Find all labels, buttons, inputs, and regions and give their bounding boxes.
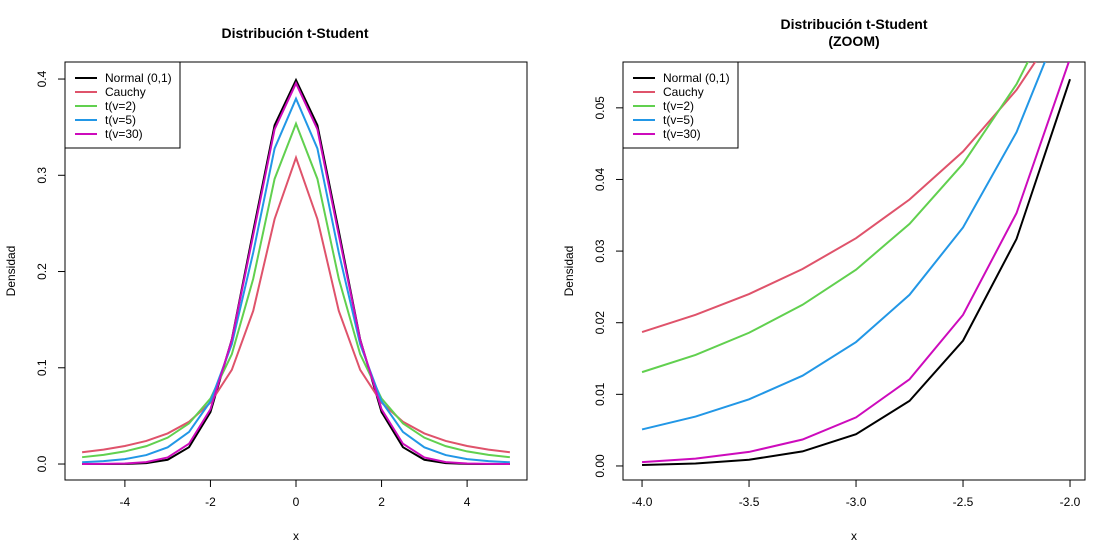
y-tick-label: 0.1 [35, 359, 49, 376]
y-tick-label: 0.02 [593, 311, 607, 335]
y-axis-label: Densidad [4, 246, 18, 297]
legend-label: Cauchy [105, 85, 146, 99]
series-line [82, 77, 510, 466]
y-tick-label: 0.04 [593, 167, 607, 191]
series-line [82, 80, 510, 466]
x-tick-label: 0 [293, 495, 300, 509]
legend-label: Normal (0,1) [105, 71, 172, 85]
y-tick-label: 0.05 [593, 96, 607, 120]
x-tick-label: 2 [378, 495, 385, 509]
series-line [642, 78, 1071, 467]
legend-label: t(v=30) [663, 127, 701, 141]
plot-area [81, 77, 511, 466]
x-tick-label: -2.0 [1060, 495, 1081, 509]
x-tick-label: -4 [120, 495, 131, 509]
y-tick-label: 0.00 [593, 454, 607, 478]
series-line [641, 62, 1070, 464]
legend-label: t(v=5) [105, 113, 136, 127]
series-line [641, 62, 1037, 333]
legend-label: t(v=30) [105, 127, 143, 141]
series-line [641, 62, 1029, 374]
chart-title: Distribución t-Student [221, 25, 369, 41]
x-tick-label: -2 [205, 495, 216, 509]
x-tick-label: -4.0 [632, 495, 653, 509]
y-tick-label: 0.4 [35, 70, 49, 87]
x-axis-label: x [293, 529, 299, 543]
x-axis-label: x [851, 529, 857, 543]
legend-label: t(v=5) [663, 113, 694, 127]
y-tick-label: 0.03 [593, 239, 607, 263]
series-line [82, 96, 510, 464]
legend-label: Normal (0,1) [663, 71, 730, 85]
series-line [81, 154, 511, 454]
x-tick-label: -3.0 [846, 495, 867, 509]
x-tick-label: -2.5 [953, 495, 974, 509]
chart-title: Distribución t-Student (ZOOM) [780, 16, 928, 49]
series-line [641, 62, 1046, 431]
legend-label: t(v=2) [105, 99, 136, 113]
y-tick-label: 0.0 [35, 455, 49, 472]
legend-label: t(v=2) [663, 99, 694, 113]
legend-label: Cauchy [663, 85, 704, 99]
series-line [82, 120, 510, 459]
x-tick-label: -3.5 [739, 495, 760, 509]
y-axis-label: Densidad [562, 246, 576, 297]
y-tick-label: 0.2 [35, 263, 49, 280]
x-tick-label: 4 [464, 495, 471, 509]
y-tick-label: 0.3 [35, 167, 49, 184]
y-tick-label: 0.01 [593, 382, 607, 406]
plot-frame [622, 61, 1086, 481]
plot-area [641, 62, 1071, 467]
